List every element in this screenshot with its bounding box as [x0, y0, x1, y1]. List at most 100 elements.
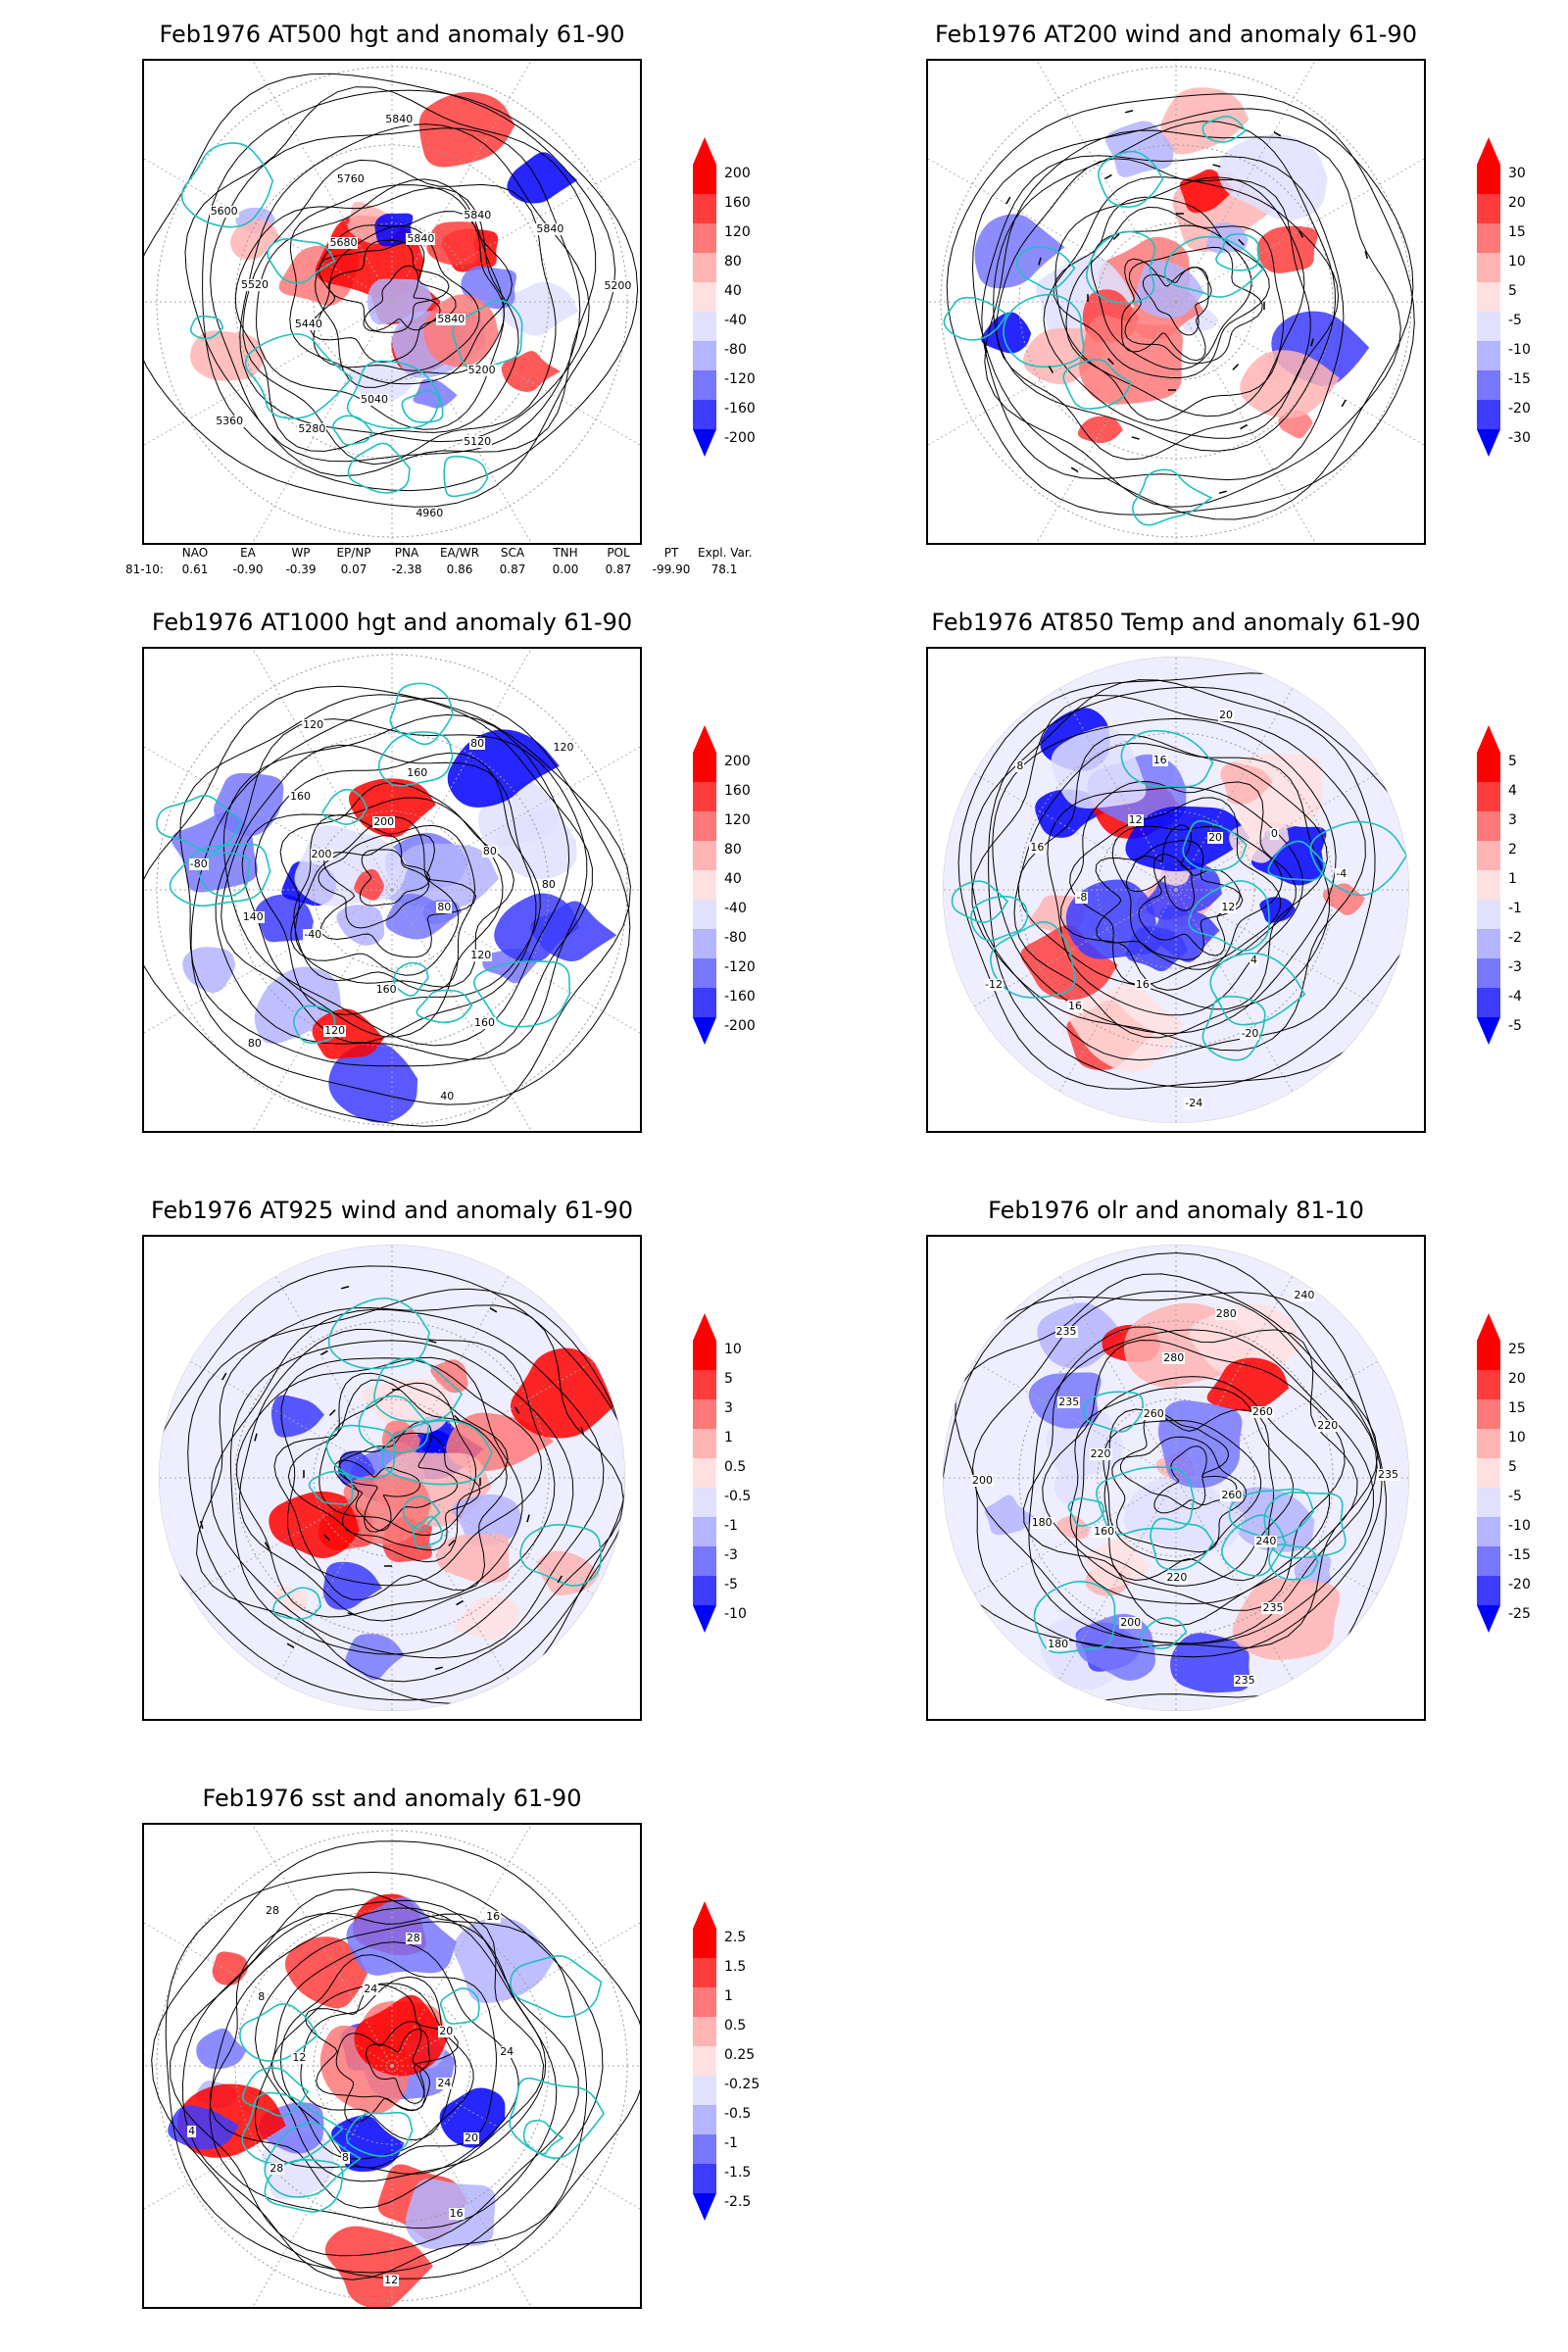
- wind-arrow: [1273, 131, 1282, 137]
- coastline: [951, 880, 1009, 924]
- panel-sst: Feb1976 sst and anomaly 61-90 24 20 16 12 8 2…: [142, 1784, 887, 2332]
- colorbar-tick-label: -20: [1508, 401, 1531, 416]
- contour-line: [165, 1871, 604, 2274]
- meridian-line: [391, 649, 532, 891]
- contour-label: 16: [1152, 753, 1168, 766]
- contour-label: -4: [1335, 866, 1348, 880]
- index-header: EP/NP: [336, 545, 371, 560]
- colorbar-segment: [693, 782, 716, 811]
- colorbar-strip: [1477, 137, 1500, 457]
- contour-label: 24: [363, 1982, 379, 1995]
- contour-line: [287, 1372, 509, 1563]
- colorbar-segment: [693, 958, 716, 988]
- colorbar-segment: [693, 2076, 716, 2105]
- contour-label: 5840: [406, 232, 436, 246]
- colorbar-tick-label: 5: [1508, 754, 1517, 769]
- contour-line: [236, 1356, 523, 1618]
- contour-label: 24: [436, 2076, 453, 2089]
- coastline: [439, 1987, 480, 2025]
- colorbar-min-arrow: [693, 429, 716, 457]
- meridian-line: [391, 2065, 532, 2307]
- colorbar: 200 160 120 80 40 -40 -80 -120 -160 -200: [691, 137, 789, 461]
- wind-arrow: [1240, 423, 1248, 430]
- colorbar-tick-label: -1.5: [724, 2165, 752, 2180]
- panel-title: Feb1976 AT500 hgt and anomaly 61-90: [159, 21, 625, 48]
- coastline: [393, 961, 429, 997]
- contour-label: 260: [1142, 1406, 1165, 1420]
- colorbar-segment: [1477, 988, 1500, 1017]
- anomaly-shading: [1322, 883, 1365, 915]
- coastline: [1098, 150, 1164, 208]
- contour-line: [190, 697, 631, 1105]
- indices-values-row: 81-10: 0.61 -0.90 -0.39 0.07 -2.38 0.86 0.87 0.…: [125, 561, 753, 577]
- wind-arrow: [580, 1427, 585, 1436]
- contour-line: [981, 155, 1345, 481]
- anomaly-shading: [1125, 806, 1250, 872]
- map-frame: 12 4 -20 -24 16 16 -12 -8 16 8 12 16 20 20 0 -4: [926, 647, 1426, 1133]
- contour-line: [996, 158, 1311, 461]
- index-header: EA/WR: [439, 545, 480, 560]
- index-header: Expl. Var.: [698, 545, 753, 560]
- contour-label: 160: [473, 1016, 496, 1030]
- colorbar-segment: [693, 312, 716, 341]
- coastline: [1062, 358, 1133, 410]
- meridian-line: [1175, 301, 1316, 543]
- coastline: [169, 843, 271, 907]
- colorbar-tick-label: -80: [724, 930, 747, 946]
- anomaly-shading: [273, 1586, 308, 1611]
- colorbar-segment: [1477, 1517, 1500, 1546]
- colorbar-tick-label: -160: [724, 401, 756, 416]
- contour-line: [229, 1340, 574, 1655]
- panel-title: Feb1976 AT850 Temp and anomaly 61-90: [931, 609, 1421, 636]
- colorbar-segment: [693, 1576, 716, 1605]
- contour-label: 5680: [328, 235, 359, 249]
- contour-line: [304, 1984, 459, 2111]
- colorbar-tick-label: 120: [724, 224, 751, 240]
- anomaly-shading: [1125, 926, 1188, 972]
- contour-label: -24: [1184, 1097, 1204, 1110]
- meridian-line: [391, 301, 640, 446]
- colorbar-tick-label: -5: [1508, 313, 1522, 328]
- contour-line: [1028, 1329, 1374, 1644]
- contour-line: [280, 1357, 543, 1587]
- anomaly-shading: [346, 1896, 457, 1976]
- contour-line: [279, 1954, 498, 2169]
- meridian-line: [391, 158, 640, 303]
- contour-line: [289, 184, 513, 385]
- colorbar: 10 5 3 1 0.5 -0.5 -1 -3 -5 -10: [691, 1313, 789, 1637]
- contour-label: 5120: [463, 435, 493, 449]
- index-value: 0.87: [499, 562, 526, 576]
- coastline: [416, 989, 473, 1024]
- coastline: [180, 142, 274, 228]
- colorbar-tick-label: -2: [1508, 930, 1522, 946]
- panel-olr: Feb1976 olr and anomaly 81-10 260 240 235 2…: [926, 1196, 1568, 1744]
- contour-line: [1121, 258, 1209, 362]
- contour-line: [271, 1983, 474, 2160]
- contour-line: [970, 679, 1376, 1061]
- wind-arrow: [454, 1414, 461, 1422]
- index-header: EA: [240, 545, 256, 560]
- coastline: [1188, 880, 1270, 952]
- contour-line: [1111, 1436, 1248, 1553]
- contour-label: 20: [1217, 709, 1234, 722]
- contour-line: [255, 752, 541, 1015]
- colorbar-segment: [693, 400, 716, 429]
- colorbar-segment: [693, 811, 716, 841]
- coastline: [509, 2077, 606, 2159]
- coastline: [272, 1587, 322, 1621]
- colorbar-segment: [693, 1929, 716, 1958]
- colorbar-tick-label: -120: [724, 371, 756, 387]
- colorbar-segment: [693, 841, 716, 870]
- coastline: [189, 315, 224, 340]
- wind-arrow: [1298, 230, 1304, 238]
- contour-label: 280: [1214, 1306, 1238, 1320]
- contour-label: 120: [302, 718, 325, 732]
- colorbar-tick-label: -40: [724, 313, 747, 328]
- contour-line: [1069, 1386, 1295, 1587]
- index-value: 0.00: [552, 562, 579, 576]
- wind-arrow: [199, 1520, 204, 1529]
- colorbar-segment: [693, 900, 716, 929]
- colorbar-tick-label: 80: [724, 254, 742, 270]
- contour-label: 80: [481, 844, 498, 858]
- wind-arrow: [489, 1307, 498, 1313]
